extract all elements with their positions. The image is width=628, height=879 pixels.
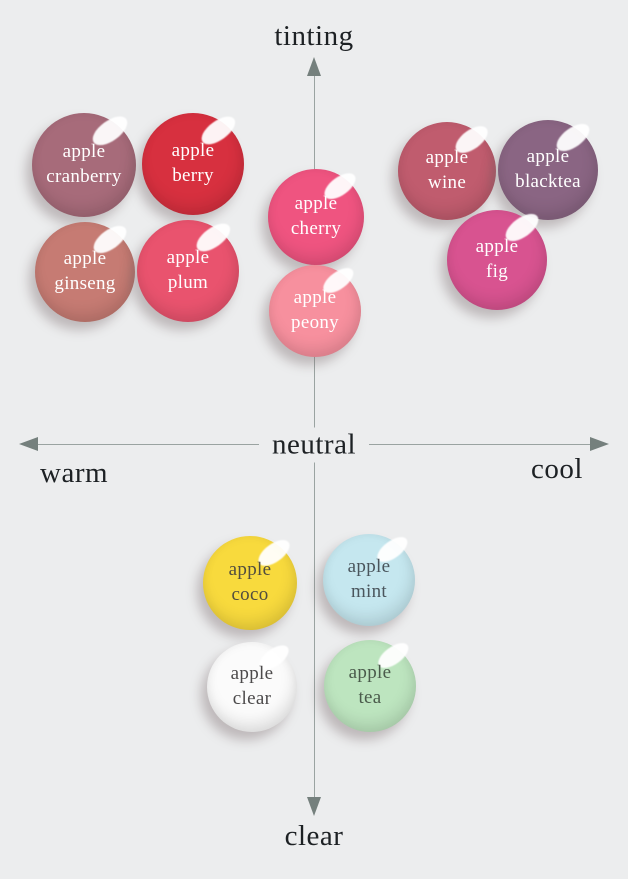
swatch-line1: apple xyxy=(425,147,469,169)
swatch-apple-blacktea: apple blacktea xyxy=(498,118,598,220)
swatch-line1: apple xyxy=(230,663,274,685)
swatch-line1: apple xyxy=(166,247,210,269)
swatch-line1: apple xyxy=(63,248,107,270)
swatch-apple-berry: apple berry xyxy=(142,111,244,215)
swatch-label: apple cherry xyxy=(291,192,341,241)
swatch-apple-ginseng: apple ginseng xyxy=(35,220,135,322)
swatch-label: apple plum xyxy=(167,246,210,295)
swatch-line2: wine xyxy=(427,172,467,193)
swatch-line1: apple xyxy=(228,559,272,581)
swatch-label: apple blacktea xyxy=(515,145,581,194)
swatch-line2: plum xyxy=(167,272,209,293)
swatch-line1: apple xyxy=(62,141,106,163)
swatch-line1: apple xyxy=(348,662,392,684)
swatch-line1: apple xyxy=(293,287,337,309)
swatch-line2: coco xyxy=(231,584,269,605)
axis-label-neutral: neutral xyxy=(258,427,370,463)
swatch-label: apple berry xyxy=(172,139,215,188)
swatch-label: apple wine xyxy=(426,146,469,195)
axis-label-warm: warm xyxy=(40,457,109,489)
swatch-line2: mint xyxy=(350,581,388,602)
swatch-line1: apple xyxy=(347,556,391,578)
axis-label-tinting: tinting xyxy=(274,20,354,52)
swatch-line1: apple xyxy=(475,236,519,258)
swatch-line2: cranberry xyxy=(46,166,122,187)
swatch-label: apple cranberry xyxy=(46,140,121,189)
arrow-down-icon xyxy=(307,797,321,816)
swatch-label: apple tea xyxy=(349,661,392,710)
swatch-line2: ginseng xyxy=(54,273,116,294)
swatch-line2: fig xyxy=(485,261,508,282)
swatch-line1: apple xyxy=(526,146,570,168)
arrow-right-icon xyxy=(590,437,609,451)
swatch-line2: blacktea xyxy=(515,171,581,192)
swatch-label: apple clear xyxy=(231,662,274,711)
swatch-label: apple coco xyxy=(229,558,272,607)
swatch-apple-cranberry: apple cranberry xyxy=(32,111,136,217)
swatch-label: apple fig xyxy=(476,235,519,284)
swatch-apple-cherry: apple cherry xyxy=(268,167,364,265)
swatch-apple-coco: apple coco xyxy=(203,534,297,630)
axis-label-clear: clear xyxy=(284,820,344,852)
swatch-apple-plum: apple plum xyxy=(137,218,239,322)
axis-label-cool: cool xyxy=(531,453,583,485)
arrow-up-icon xyxy=(307,57,321,76)
swatch-line2: berry xyxy=(172,165,214,186)
swatch-apple-clear: apple clear xyxy=(207,640,297,732)
swatch-line2: clear xyxy=(232,688,272,709)
swatch-apple-tea: apple tea xyxy=(324,638,416,732)
swatch-apple-mint: apple mint xyxy=(323,532,415,626)
swatch-line1: apple xyxy=(294,193,338,215)
swatch-line2: cherry xyxy=(290,218,342,239)
swatch-line1: apple xyxy=(171,140,215,162)
swatch-label: apple ginseng xyxy=(54,247,115,296)
swatch-apple-fig: apple fig xyxy=(447,208,547,310)
swatch-label: apple mint xyxy=(348,555,391,604)
arrow-left-icon xyxy=(19,437,38,451)
swatch-apple-wine: apple wine xyxy=(398,120,496,220)
swatch-label: apple peony xyxy=(291,286,339,335)
swatch-apple-peony: apple peony xyxy=(269,263,361,357)
swatch-line2: peony xyxy=(291,312,339,333)
swatch-line2: tea xyxy=(358,687,382,708)
